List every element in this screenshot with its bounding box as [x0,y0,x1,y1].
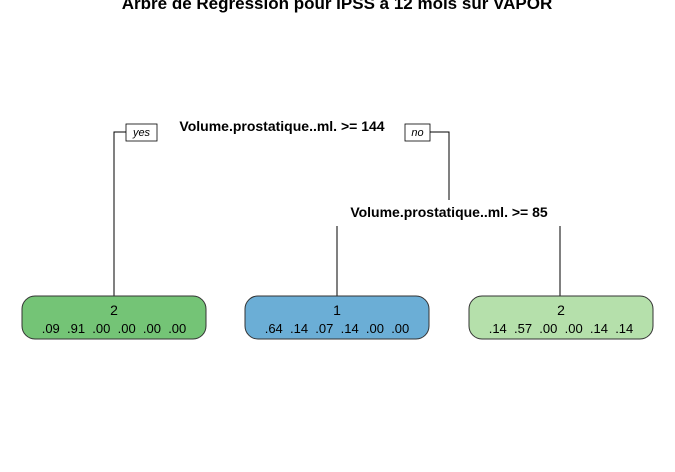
no-tag-box [404,123,431,142]
leaf-probabilities: .09 .91 .00 .00 .00 .00 [42,321,187,336]
no-tag: no [411,127,423,139]
leaf-box [21,295,207,340]
leaf-box [468,295,654,340]
edge-root-right [430,131,450,200]
leaf-probabilities: .64 .14 .07 .14 .00 .00 [265,321,410,336]
leaf-class-label: 1 [333,302,341,318]
leaf-node-middle: 1 .64 .14 .07 .14 .00 .00 [244,295,430,340]
leaf-node-left: 2 .09 .91 .00 .00 .00 .00 [21,295,207,340]
tree-edges [113,131,561,296]
leaf-probabilities: .14 .57 .00 .00 .14 .14 [489,321,634,336]
leaf-class-label: 2 [110,302,118,318]
right-split-label: Volume.prostatique..ml. >= 85 [350,204,548,220]
edge-root-left [113,131,126,296]
leaf-node-right: 2 .14 .57 .00 .00 .14 .14 [468,295,654,340]
diagram-title: Arbre de Régression pour IPSS à 12 mois … [122,0,552,13]
yes-tag: yes [132,127,151,139]
root-split-label: Volume.prostatique..ml. >= 144 [179,118,384,134]
leaf-box [244,295,430,340]
leaf-class-label: 2 [557,302,565,318]
root-split: yes Volume.prostatique..ml. >= 144 no [125,118,431,142]
yes-tag-box [125,123,158,142]
